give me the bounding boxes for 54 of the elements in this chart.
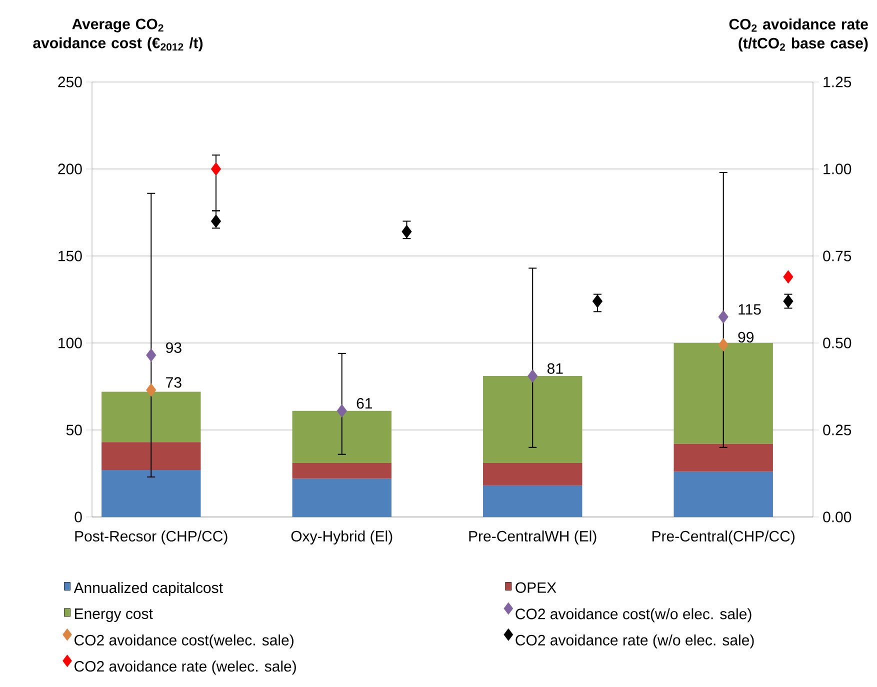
bar (102, 470, 201, 517)
legend-label: Annualized capitalcost (74, 582, 223, 596)
x-tick-label: Oxy-Hybrid (El) (291, 530, 392, 544)
y2-tick-label: 0.75 (823, 250, 852, 262)
point (146, 348, 156, 362)
bar (292, 410, 392, 464)
x-tick-label: Pre-CentralWH (El) (469, 530, 596, 544)
point (783, 270, 794, 284)
data-label: 73 (166, 377, 182, 388)
y-tick-label: 250 (58, 76, 82, 88)
y-tick-label: 50 (66, 424, 82, 436)
y-tick-label: 100 (58, 338, 82, 348)
data-label: 99 (738, 332, 754, 343)
legend-label: CO2 avoidance cost(welec. sale) (74, 634, 294, 648)
data-label: 81 (547, 363, 563, 374)
y2-tick-label: 0.50 (823, 338, 852, 348)
y2-tick-label: 1.25 (824, 76, 852, 88)
y2-tick-label: 0.00 (823, 512, 852, 522)
legend-label: CO2 avoidance cost(w/o elec. sale) (516, 608, 752, 622)
bar (674, 342, 773, 444)
bar (674, 472, 773, 517)
point (592, 294, 603, 308)
bar (483, 463, 582, 486)
legend-label: OPEX (516, 582, 556, 593)
point (718, 338, 728, 352)
legend-label: Energy cost (74, 608, 153, 622)
bar (292, 463, 392, 479)
point (210, 214, 222, 228)
bar (674, 444, 773, 472)
point (402, 224, 412, 238)
bar (483, 486, 582, 517)
point (718, 310, 728, 324)
y2-tick-label: 0.25 (823, 424, 852, 436)
y-axis-title: Average CO$_{2}$ avoidance cost (€$_{2012}$ /t) (33, 18, 203, 52)
bar (292, 478, 392, 517)
x-tick-label: Post-Recsor (CHP/CC) (75, 530, 228, 544)
point (146, 383, 156, 397)
data-label: 115 (738, 304, 761, 315)
y-tick-label: 200 (58, 164, 82, 174)
y2-axis-title: CO$_{2}$ avoidance rate (t/tCO$_{2}$ base case) (729, 18, 868, 52)
bar (483, 376, 582, 464)
x-tick-label: Pre-Central(CHP/CC) (652, 530, 794, 544)
bar (102, 392, 201, 442)
y-tick-label: 0 (74, 512, 82, 522)
legend-label: CO2 avoidance rate (welec. sale) (74, 660, 296, 675)
y-tick-label: 150 (58, 250, 82, 262)
y2-tick-label: 1.00 (824, 164, 852, 174)
point (336, 404, 347, 418)
data-label: 61 (356, 398, 372, 409)
legend-label: CO2 avoidance rate (w/o elec. sale) (516, 634, 754, 648)
point (528, 369, 538, 383)
data-label: 93 (166, 342, 182, 353)
bar (102, 442, 201, 470)
point (210, 162, 222, 176)
